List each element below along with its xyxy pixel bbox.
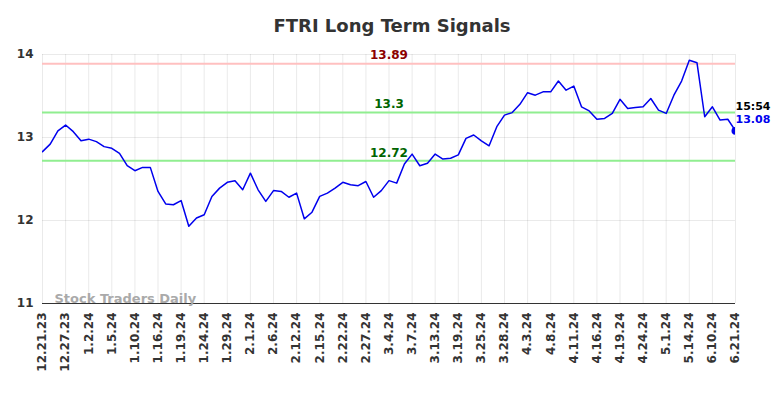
svg-text:5.14.24: 5.14.24 [682,313,696,364]
html-text:FTRI Long Term Signals: FTRI Long Term Signals [273,15,511,36]
svg-text:11: 11 [17,296,34,310]
svg-text:4.19.24: 4.19.24 [613,313,627,364]
svg-text:4.11.24: 4.11.24 [567,313,581,364]
svg-text:12.72: 12.72 [370,146,408,160]
svg-text:4.8.24: 4.8.24 [544,313,558,356]
svg-text:15:54: 15:54 [736,100,771,113]
svg-text:13.89: 13.89 [370,48,408,62]
svg-text:1.5.24: 1.5.24 [105,313,119,356]
svg-text:13.08: 13.08 [736,113,771,126]
svg-text:3.19.24: 3.19.24 [451,313,465,364]
svg-text:12.27.23: 12.27.23 [58,313,72,372]
svg-text:2.15.24: 2.15.24 [313,313,327,364]
svg-text:4.24.24: 4.24.24 [636,313,650,364]
svg-text:1.16.24: 1.16.24 [151,313,165,364]
svg-text:2.1.24: 2.1.24 [243,313,257,356]
svg-text:12: 12 [17,213,34,227]
svg-text:4.16.24: 4.16.24 [590,313,604,364]
svg-text:2.27.24: 2.27.24 [359,313,373,364]
svg-text:3.28.24: 3.28.24 [497,313,511,364]
svg-text:14: 14 [17,47,34,61]
svg-text:12.21.23: 12.21.23 [35,313,49,372]
svg-text:2.6.24: 2.6.24 [266,313,280,356]
svg-text:13.3: 13.3 [374,97,404,111]
svg-text:1.19.24: 1.19.24 [174,313,188,364]
svg-text:1.10.24: 1.10.24 [128,313,142,364]
svg-text:4.3.24: 4.3.24 [520,313,534,356]
svg-text:13: 13 [17,130,34,144]
svg-text:Stock Traders Daily: Stock Traders Daily [55,291,197,306]
svg-text:5.1.24: 5.1.24 [659,313,673,356]
svg-text:3.13.24: 3.13.24 [428,313,442,364]
svg-text:6.10.24: 6.10.24 [705,313,719,364]
svg-text:1.29.24: 1.29.24 [220,313,234,364]
svg-text:3.7.24: 3.7.24 [405,313,419,356]
svg-text:6.21.24: 6.21.24 [728,313,742,364]
svg-text:3.4.24: 3.4.24 [382,313,396,356]
svg-text:1.2.24: 1.2.24 [82,313,96,356]
svg-text:2.12.24: 2.12.24 [289,313,303,364]
svg-text:1.24.24: 1.24.24 [197,313,211,364]
svg-text:3.25.24: 3.25.24 [474,313,488,364]
svg-text:2.22.24: 2.22.24 [336,313,350,364]
